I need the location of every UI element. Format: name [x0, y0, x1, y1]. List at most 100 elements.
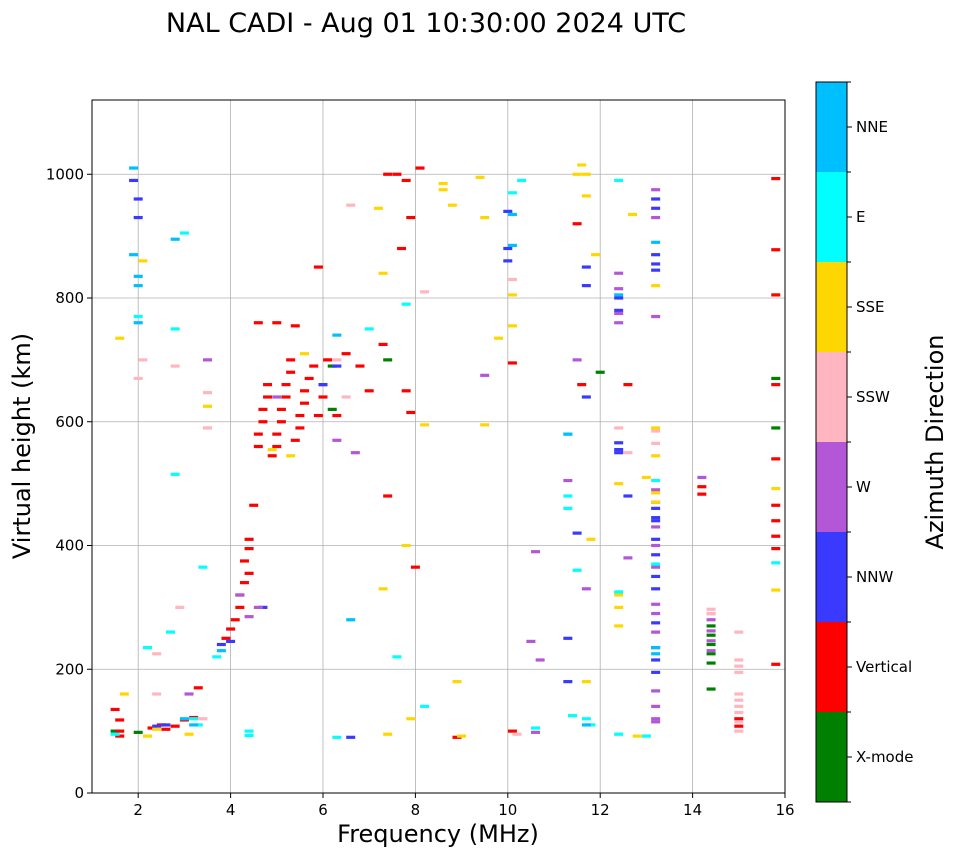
colorbar-segment: [816, 622, 847, 712]
data-point-w: [651, 704, 661, 708]
data-point-nnw: [614, 308, 624, 312]
data-point-nnw: [651, 574, 661, 579]
x-tick-label: 8: [411, 801, 421, 819]
data-point-nnw: [563, 680, 573, 684]
data-point-sse: [651, 491, 661, 495]
data-point-e: [614, 178, 624, 183]
colorbar-segment: [816, 532, 847, 622]
data-point-nnw: [581, 395, 591, 399]
data-point-vertical: [401, 389, 411, 393]
data-point-e: [142, 645, 152, 650]
data-point-nnw: [346, 735, 356, 739]
data-point-x-mode: [706, 652, 716, 656]
x-axis-label: Frequency (MHz): [337, 820, 539, 848]
data-point-vertical: [323, 358, 333, 362]
data-point-e: [586, 723, 596, 727]
data-point-x-mode: [133, 730, 143, 734]
data-point-e: [133, 314, 143, 319]
data-point-sse: [632, 734, 642, 738]
data-point-sse: [383, 732, 393, 736]
data-point-nne: [614, 293, 624, 297]
data-point-vertical: [276, 407, 286, 411]
data-point-x-mode: [706, 661, 716, 665]
data-point-sse: [300, 352, 310, 356]
chart-title: NAL CADI - Aug 01 10:30:00 2024 UTC: [166, 8, 686, 39]
data-point-ssw: [175, 605, 185, 609]
x-tick-label: 10: [498, 801, 517, 819]
data-point-vertical: [258, 420, 268, 424]
data-point-vertical: [332, 413, 342, 418]
data-point-nne: [346, 618, 356, 622]
data-point-ssw: [734, 664, 744, 668]
data-point-ssw: [332, 358, 342, 362]
data-point-sse: [401, 543, 411, 548]
data-point-x-mode: [595, 370, 605, 374]
data-point-vertical: [697, 485, 707, 489]
data-point-x-mode: [110, 729, 120, 733]
data-point-vertical: [286, 370, 296, 374]
data-point-vertical: [161, 727, 171, 731]
data-point-ssw: [734, 720, 744, 724]
data-point-nnw: [651, 197, 661, 201]
data-point-vertical: [378, 342, 388, 347]
data-point-ssw: [734, 630, 744, 634]
data-point-vertical: [771, 293, 781, 297]
data-point-e: [507, 191, 517, 195]
colorbar-tick-label: SSE: [856, 298, 885, 316]
data-point-nnw: [651, 206, 661, 210]
data-point-nnw: [651, 506, 661, 510]
data-point-sse: [378, 587, 388, 591]
data-point-w: [531, 550, 541, 554]
data-point-e: [651, 478, 661, 483]
colorbar-tick-label: NNW: [856, 568, 893, 586]
grid-lines: [92, 100, 786, 794]
data-point-w: [563, 478, 573, 483]
data-point-vertical: [406, 410, 416, 415]
data-point-e: [170, 327, 180, 331]
data-point-nne: [216, 649, 226, 653]
data-point-vertical: [221, 636, 231, 640]
data-point-ssw: [133, 376, 143, 381]
data-point-w: [706, 629, 716, 633]
data-point-nne: [189, 723, 199, 727]
data-point-nnw: [651, 253, 661, 257]
data-point-e: [401, 302, 411, 306]
data-point-w: [244, 615, 254, 619]
data-point-vertical: [290, 438, 300, 442]
data-point-nnw: [226, 639, 236, 644]
data-point-sse: [115, 336, 125, 340]
data-point-w: [651, 488, 661, 492]
data-point-vertical: [253, 321, 263, 325]
data-point-sse: [480, 423, 490, 427]
data-point-nne: [332, 333, 342, 337]
data-point-x-mode: [771, 376, 781, 381]
y-tick-label: 400: [55, 537, 84, 555]
data-point-w: [651, 611, 661, 616]
data-point-w: [272, 395, 282, 399]
data-point-ssw: [152, 652, 162, 656]
data-point-vertical: [771, 503, 781, 507]
data-point-w: [651, 602, 661, 606]
colorbar-label: Azimuth Direction: [921, 335, 949, 550]
data-point-nnw: [651, 262, 661, 266]
data-point-w: [253, 605, 263, 609]
data-point-nne: [133, 321, 143, 325]
data-point-e: [531, 726, 541, 730]
data-point-vertical: [383, 494, 393, 498]
data-point-sse: [420, 423, 430, 427]
data-point-sse: [119, 692, 129, 696]
data-point-sse: [286, 454, 296, 458]
data-point-x-mode: [706, 633, 716, 637]
data-point-sse: [591, 253, 601, 257]
data-point-ssw: [170, 364, 180, 368]
data-point-vertical: [623, 383, 633, 387]
data-point-nnw: [651, 268, 661, 272]
data-point-e: [563, 506, 573, 510]
data-point-vertical: [771, 546, 781, 551]
data-point-e: [170, 472, 180, 476]
x-tick-label: 2: [133, 801, 143, 819]
data-point-vertical: [115, 734, 125, 738]
data-point-x-mode: [327, 407, 337, 411]
data-point-vertical: [577, 383, 587, 387]
